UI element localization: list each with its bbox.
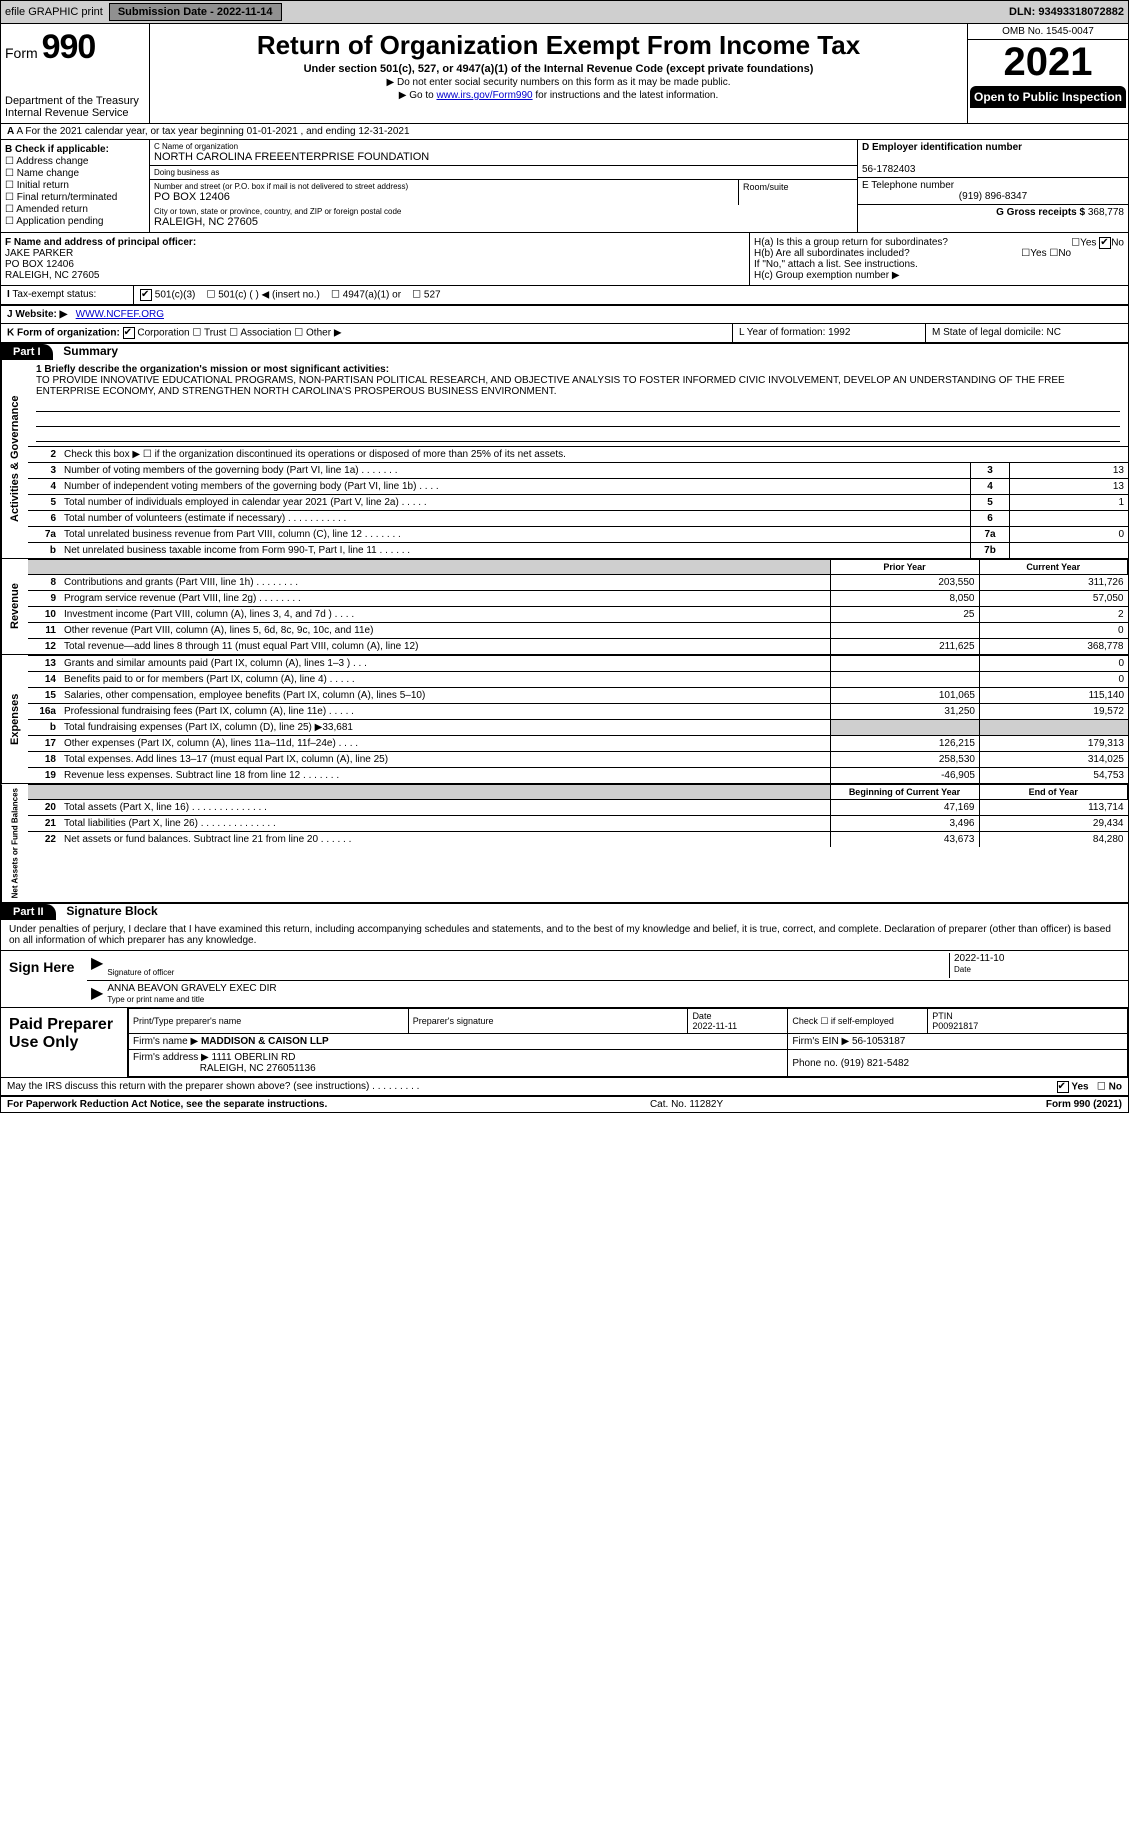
sig-date: 2022-11-10 [954,953,1004,964]
part-i-header: Part I [1,344,53,360]
paid-preparer-label: Paid Preparer Use Only [1,1008,128,1077]
irs-link[interactable]: www.irs.gov/Form990 [436,90,532,101]
irs-label: Internal Revenue Service [5,107,145,119]
dept-label: Department of the Treasury [5,95,145,107]
org-name: NORTH CAROLINA FREEENTERPRISE FOUNDATION [154,151,853,163]
discuss-row: May the IRS discuss this return with the… [1,1078,1128,1097]
street-label: Number and street (or P.O. box if mail i… [154,182,734,191]
arrow-icon: ▶ [91,953,103,978]
top-bar: efile GRAPHIC print Submission Date - 20… [0,0,1129,24]
form-container: Form 990 Department of the Treasury Inte… [0,24,1129,1113]
gross-receipts-label: G Gross receipts $ [996,207,1085,218]
part-i-title: Summary [55,342,126,360]
chk-501c3[interactable] [140,289,152,301]
expenses-section: Expenses 13Grants and similar amounts pa… [1,655,1128,784]
chk-app-pending[interactable]: ☐ Application pending [5,216,145,227]
preparer-table: Print/Type preparer's name Preparer's si… [128,1008,1128,1077]
gross-receipts-value: 368,778 [1088,207,1124,218]
net-assets-table: Beginning of Current YearEnd of Year 20T… [28,784,1128,847]
org-name-label: C Name of organization [154,142,853,151]
tel-label: E Telephone number [862,180,954,191]
row-f-h: F Name and address of principal officer:… [1,233,1128,286]
side-label-net-assets: Net Assets or Fund Balances [1,784,28,902]
ein-label: D Employer identification number [862,142,1022,153]
footer-left: For Paperwork Reduction Act Notice, see … [7,1099,327,1110]
efile-label: efile GRAPHIC print [5,6,103,18]
dln-label: DLN: 93493318072882 [1009,6,1124,18]
row-i-tax-status: I Tax-exempt status: 501(c)(3) ☐ 501(c) … [1,286,1128,305]
activities-governance-section: Activities & Governance 1 Briefly descri… [1,360,1128,559]
revenue-table: Prior YearCurrent Year 8Contributions an… [28,559,1128,654]
city-value: RALEIGH, NC 27605 [154,216,853,228]
city-label: City or town, state or province, country… [154,207,853,216]
sign-here-label: Sign Here [1,951,87,1007]
revenue-section: Revenue Prior YearCurrent Year 8Contribu… [1,559,1128,655]
ha-no-checkbox[interactable] [1099,237,1111,249]
part-ii: Part II Signature Block [1,904,1128,920]
submission-date-button[interactable]: Submission Date - 2022-11-14 [109,3,282,21]
chk-amended[interactable]: ☐ Amended return [5,204,145,215]
mission-text: TO PROVIDE INNOVATIVE EDUCATIONAL PROGRA… [36,375,1065,397]
discuss-yes-checkbox[interactable] [1057,1081,1069,1093]
part-i: Part I Summary [1,344,1128,360]
arrow-icon: ▶ [91,983,103,1005]
tel-value: (919) 896-8347 [862,191,1124,202]
group-return: H(a) Is this a group return for subordin… [750,233,1128,285]
signature-block: Under penalties of perjury, I declare th… [1,920,1128,1097]
note-ssn: ▶ Do not enter social security numbers o… [158,77,959,88]
col-d-ein: D Employer identification number 56-1782… [857,140,1128,232]
row-j-website: J Website: ▶ WWW.NCFEF.ORG [1,305,1128,324]
footer-mid: Cat. No. 11282Y [327,1099,1046,1110]
dba-label: Doing business as [154,168,853,177]
form-footer: For Paperwork Reduction Act Notice, see … [1,1097,1128,1112]
row-a-period: A A For the 2021 calendar year, or tax y… [1,124,1128,140]
tax-year: 2021 [968,40,1128,84]
chk-address-change[interactable]: ☐ Address change [5,156,145,167]
paid-preparer-row: Paid Preparer Use Only Print/Type prepar… [1,1008,1128,1078]
principal-officer: F Name and address of principal officer:… [1,233,750,285]
info-block: B Check if applicable: ☐ Address change … [1,140,1128,233]
chk-name-change[interactable]: ☐ Name change [5,168,145,179]
side-label-revenue: Revenue [1,559,28,654]
form-title: Return of Organization Exempt From Incom… [158,30,959,61]
side-label-ag: Activities & Governance [1,360,28,558]
omb-number: OMB No. 1545-0047 [968,24,1128,40]
col-c-org: C Name of organization NORTH CAROLINA FR… [150,140,857,232]
part-ii-header: Part II [1,904,56,920]
mission-block: 1 Briefly describe the organization's mi… [28,360,1128,446]
col-b-checkboxes: B Check if applicable: ☐ Address change … [1,140,150,232]
chk-final-return[interactable]: ☐ Final return/terminated [5,192,145,203]
header-right: OMB No. 1545-0047 2021 Open to Public In… [967,24,1128,123]
website-link[interactable]: WWW.NCFEF.ORG [76,309,164,320]
declaration-text: Under penalties of perjury, I declare th… [1,920,1128,951]
officer-name: ANNA BEAVON GRAVELY EXEC DIR [107,983,276,994]
note-goto: ▶ Go to www.irs.gov/Form990 for instruct… [158,90,959,101]
chk-corporation[interactable] [123,327,135,339]
form-word: Form [5,45,38,61]
footer-right: Form 990 (2021) [1046,1099,1122,1110]
header-mid: Return of Organization Exempt From Incom… [150,24,967,123]
part-ii-title: Signature Block [58,902,165,920]
form-header: Form 990 Department of the Treasury Inte… [1,24,1128,124]
ag-table: 2Check this box ▶ ☐ if the organization … [28,446,1128,558]
state-domicile: M State of legal domicile: NC [925,324,1128,342]
expenses-table: 13Grants and similar amounts paid (Part … [28,655,1128,783]
header-left: Form 990 Department of the Treasury Inte… [1,24,150,123]
form-number: 990 [42,28,96,66]
room-suite-label: Room/suite [739,180,857,205]
form-subtitle: Under section 501(c), 527, or 4947(a)(1)… [158,63,959,75]
open-to-public: Open to Public Inspection [970,86,1126,108]
side-label-expenses: Expenses [1,655,28,783]
row-k-form-org: K Form of organization: Corporation ☐ Tr… [1,324,1128,344]
street-value: PO BOX 12406 [154,191,734,203]
year-formation: L Year of formation: 1992 [732,324,925,342]
ein-value: 56-1782403 [862,164,915,175]
sign-here-row: Sign Here ▶ Signature of officer 2022-11… [1,951,1128,1008]
chk-initial-return[interactable]: ☐ Initial return [5,180,145,191]
net-assets-section: Net Assets or Fund Balances Beginning of… [1,784,1128,904]
